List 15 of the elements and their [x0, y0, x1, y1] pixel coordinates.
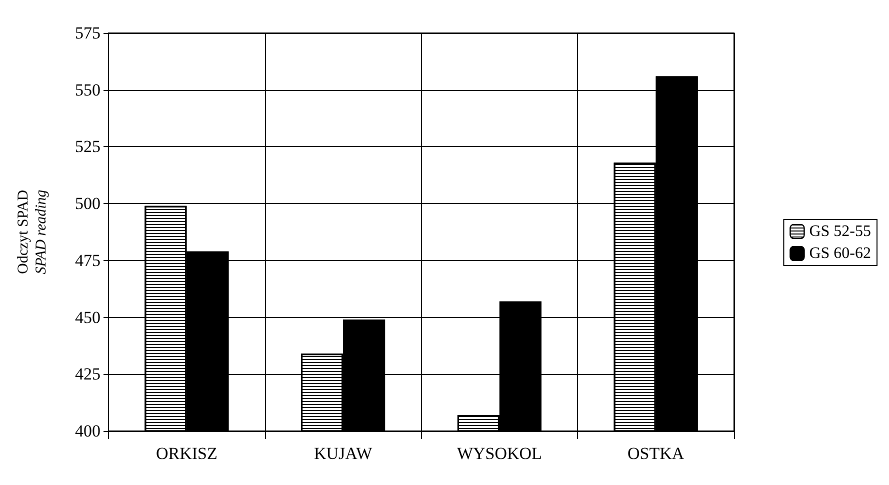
- y-tick-label: 575: [75, 24, 100, 42]
- y-tick-label: 550: [75, 80, 100, 100]
- x-tick-label: OSTKA: [627, 444, 685, 463]
- y-tick-label: 425: [75, 364, 100, 384]
- legend-label: GS 60-62: [809, 245, 871, 262]
- legend-label: GS 52-55: [809, 223, 871, 240]
- y-tick-label: 525: [75, 137, 100, 156]
- y-tick-label: 450: [75, 308, 100, 327]
- x-tick-label: WYSOKOL: [456, 444, 542, 463]
- y-tick-label: 400: [75, 422, 100, 440]
- y-tick-label: 475: [75, 250, 100, 270]
- x-tick-label: KUJAW: [314, 444, 374, 463]
- x-tick-label: ORKISZ: [156, 444, 218, 463]
- y-axis-title: Odczyt SPAD SPAD reading: [16, 189, 50, 274]
- y-tick-label: 500: [75, 194, 100, 214]
